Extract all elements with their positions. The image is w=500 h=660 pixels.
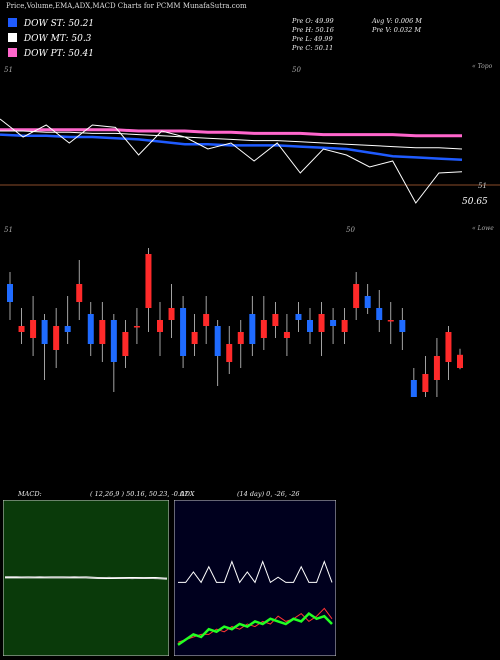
adx-label: ADX <box>180 490 195 498</box>
candle-body <box>364 296 371 308</box>
legend-pt: DOW PT: 50.41 <box>8 48 94 59</box>
candle-body <box>260 320 267 338</box>
macd-chart <box>3 500 169 656</box>
adx-chart <box>174 500 336 656</box>
candle-body <box>122 332 129 356</box>
candle-body <box>191 332 198 344</box>
candle-body <box>133 326 140 328</box>
candle-body <box>41 320 48 344</box>
adx-params: (14 day) 0, -26, -26 <box>237 490 300 498</box>
candle-body <box>145 254 152 308</box>
candle-body <box>353 284 360 308</box>
candle-body <box>283 332 290 338</box>
candle-body <box>18 326 25 332</box>
candle-body <box>341 320 348 332</box>
candle-body <box>76 284 83 302</box>
candle-body <box>272 314 279 326</box>
candle-body <box>422 374 429 392</box>
stat-open: Pre O: 49.99 <box>292 17 334 25</box>
legend-st-label: DOW ST: 50.21 <box>23 19 95 29</box>
candle-body <box>203 314 210 326</box>
candle-body <box>295 314 302 320</box>
ema-st-line <box>0 133 463 162</box>
candle-body <box>110 320 117 362</box>
price-tick-left: 51 <box>4 66 13 74</box>
candle-body <box>387 320 394 322</box>
candle-body <box>410 380 417 397</box>
plus-di-line <box>177 611 333 646</box>
macd-line <box>5 576 168 580</box>
candle-body <box>226 344 233 362</box>
macd-label: MACD: <box>18 490 42 498</box>
price-corner-label: « Topo <box>472 63 493 70</box>
stat-close: Pre C: 50.11 <box>292 44 334 52</box>
stat-prev-volume: Pre V: 0.032 M <box>372 26 422 34</box>
candle-body <box>237 332 244 344</box>
stat-high: Pre H: 50.16 <box>292 26 334 34</box>
ema-mt-line <box>0 130 463 150</box>
candle-body <box>433 356 440 380</box>
legend-mt-label: DOW MT: 50.3 <box>23 34 92 44</box>
candle-body <box>399 320 406 332</box>
candle-body <box>87 314 94 344</box>
candle-body <box>180 308 187 356</box>
page-title: Price,Volume,EMA,ADX,MACD Charts for PCM… <box>6 2 247 10</box>
candle-body <box>64 326 71 332</box>
candle-body <box>445 332 452 362</box>
legend-pt-label: DOW PT: 50.41 <box>23 49 94 59</box>
candle-body <box>53 326 60 350</box>
candle-corner-label: « Lowe <box>472 225 494 232</box>
candle-body <box>157 320 163 332</box>
candle-body <box>214 326 221 356</box>
legend-mt: DOW MT: 50.3 <box>8 33 91 44</box>
candle-body <box>376 308 383 320</box>
candle-body <box>330 320 337 326</box>
candle-body <box>457 354 463 368</box>
adx-background <box>174 500 336 656</box>
legend-mt-swatch <box>8 33 17 42</box>
price-tick-right: 51 <box>478 182 487 190</box>
candle-tick-left: 51 <box>4 226 13 234</box>
legend-pt-swatch <box>8 48 17 57</box>
legend-st: DOW ST: 50.21 <box>8 18 94 29</box>
stat-avg-volume: Avg V: 0.006 M <box>372 17 422 25</box>
price-chart: 51 50 51 50.65 « Topo <box>0 63 500 207</box>
candle-body <box>318 314 325 332</box>
candle-body <box>307 320 313 332</box>
legend-st-swatch <box>8 18 17 27</box>
candle-body <box>30 320 37 338</box>
candle-tick-mid: 50 <box>346 226 355 234</box>
candle-body <box>7 284 13 302</box>
price-line <box>0 118 463 204</box>
adx-line <box>178 560 333 584</box>
last-price-label: 50.65 <box>462 197 488 207</box>
ema-pt-line <box>0 128 462 138</box>
candle-body <box>99 320 106 344</box>
candle-body <box>168 308 175 320</box>
macd-params: ( 12,26,9 ) 50.16, 50.23, -0.07 <box>90 490 189 498</box>
price-tick-mid: 50 <box>292 66 301 74</box>
candle-chart: 51 50 « Lowe <box>4 225 494 397</box>
candle-body <box>249 314 256 344</box>
stat-low: Pre L: 49.99 <box>292 35 333 43</box>
